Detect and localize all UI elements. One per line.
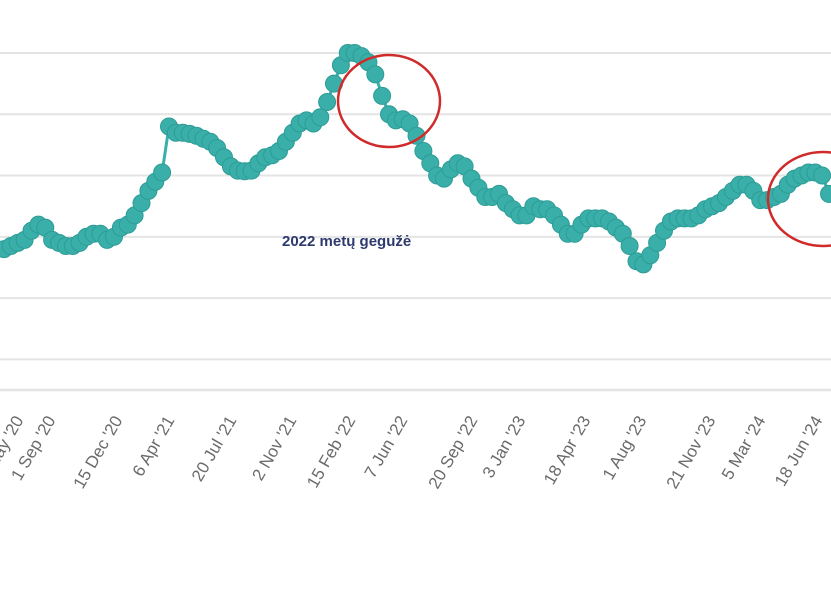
highlight-circle	[766, 150, 831, 248]
x-tick-label: 2 Nov '21	[248, 413, 300, 484]
x-tick-label: 15 Dec '20	[70, 413, 127, 492]
x-tick-label: 20 Sep '22	[425, 413, 482, 492]
x-tick-label: 1 Aug '23	[599, 413, 651, 483]
data-point	[366, 65, 385, 84]
data-point	[407, 126, 426, 145]
annotation-label: 2022 metų gegužė	[282, 233, 411, 250]
series-teal	[0, 44, 831, 274]
data-point	[620, 237, 639, 255]
x-tick-label: 6 Apr '21	[129, 413, 179, 480]
x-tick-label: 3 Jan '23	[479, 413, 530, 482]
x-tick-label: 5 Mar '24	[718, 413, 770, 483]
data-point	[318, 93, 337, 111]
highlight-circle	[336, 53, 442, 149]
x-tick-label: 15 Feb '22	[303, 413, 359, 492]
x-tick-label: 20 Jul '21	[188, 413, 241, 485]
data-point	[813, 166, 831, 185]
data-point	[820, 184, 831, 203]
x-tick-label: 18 Apr '23	[540, 413, 594, 488]
x-tick-label: 18 Jun '24	[771, 413, 826, 490]
data-point	[153, 163, 172, 182]
x-tick-label: 21 Nov '23	[663, 413, 720, 492]
highlight-circles	[336, 53, 831, 248]
data-point	[311, 108, 330, 127]
data-points	[0, 44, 831, 274]
data-point	[373, 86, 392, 105]
x-tick-label: 7 Jun '22	[361, 413, 412, 482]
gridlines	[0, 52, 831, 392]
